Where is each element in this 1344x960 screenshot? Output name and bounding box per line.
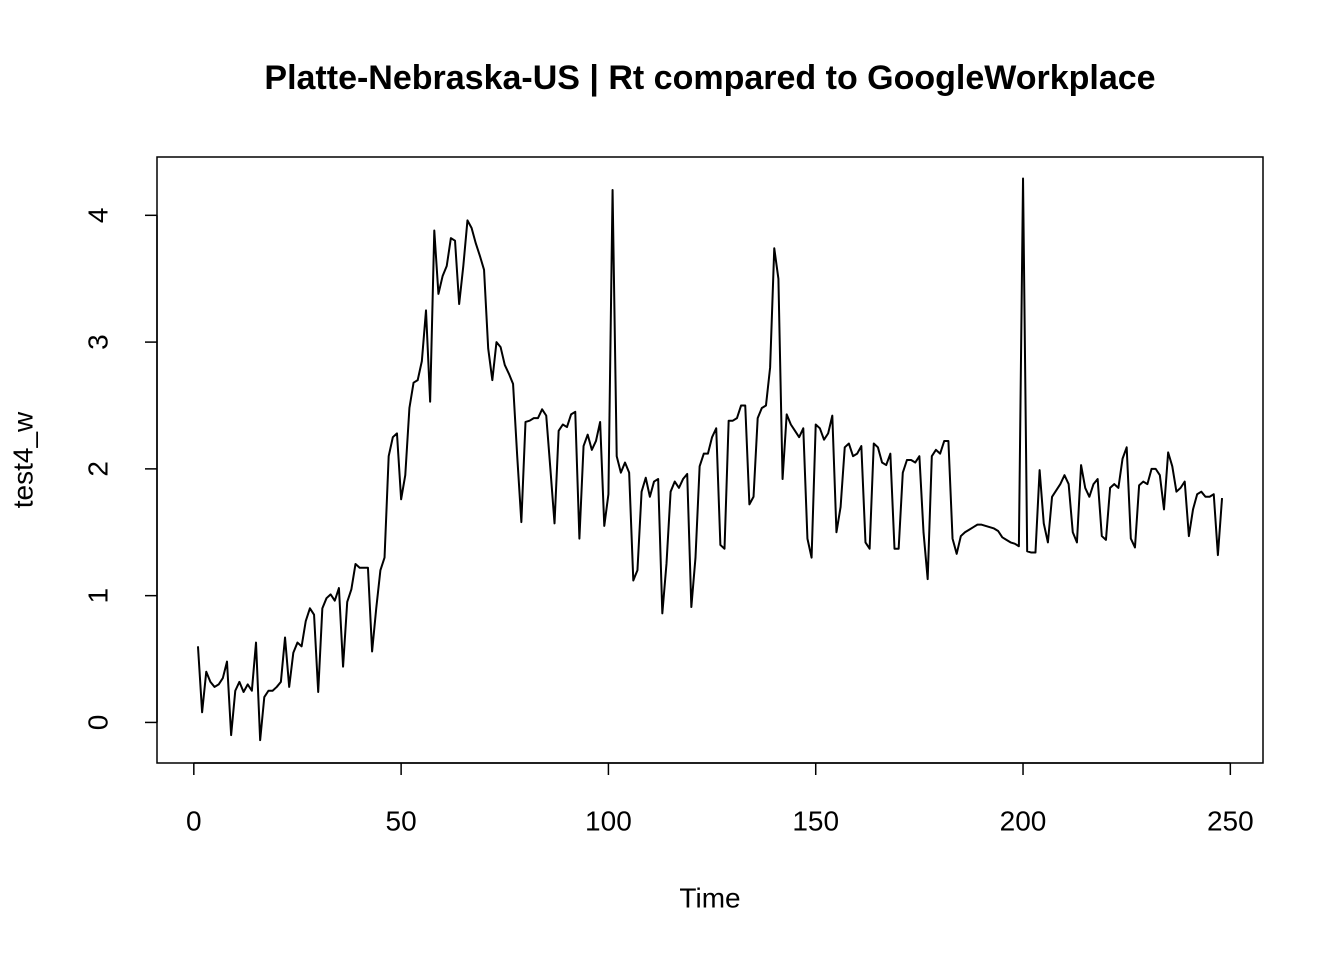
- y-tick-label: 1: [82, 588, 113, 604]
- x-tick-label: 250: [1207, 805, 1254, 836]
- x-tick-label: 50: [386, 805, 417, 836]
- y-tick-label: 4: [82, 208, 113, 224]
- y-axis-label: test4_w: [7, 411, 38, 508]
- y-tick-label: 0: [82, 715, 113, 731]
- chart-title: Platte-Nebraska-US | Rt compared to Goog…: [264, 59, 1155, 97]
- plot-box: [156, 156, 1264, 764]
- y-tick-label: 2: [82, 461, 113, 477]
- x-tick-label: 100: [585, 805, 632, 836]
- y-tick-label: 3: [82, 334, 113, 350]
- data-line: [196, 177, 1224, 742]
- x-tick-label: 0: [186, 805, 202, 836]
- x-axis-label: Time: [679, 882, 740, 913]
- x-tick-label: 200: [1000, 805, 1047, 836]
- x-tick-label: 150: [792, 805, 839, 836]
